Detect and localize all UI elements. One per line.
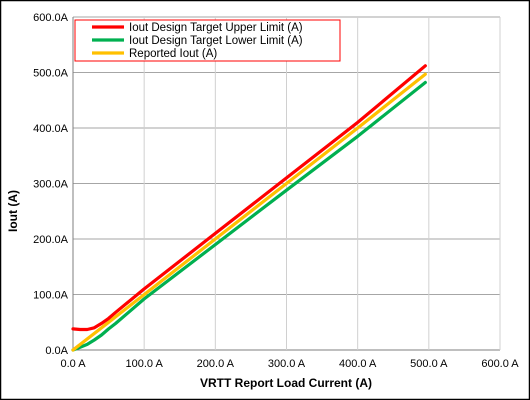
x-tick-label: 0.0 A bbox=[60, 358, 86, 370]
legend-label: Iout Design Target Upper Limit (A) bbox=[129, 22, 303, 34]
y-tick-label: 200.0A bbox=[33, 234, 69, 246]
legend: Iout Design Target Upper Limit (A)Iout D… bbox=[74, 19, 341, 62]
y-axis-title: Iout (A) bbox=[6, 190, 20, 232]
y-tick-label: 0.0A bbox=[45, 345, 68, 357]
y-tick-label: 300.0A bbox=[33, 179, 69, 191]
series-line-2 bbox=[71, 80, 427, 352]
y-tick-label: 600.0A bbox=[33, 12, 69, 24]
y-tick-label: 100.0A bbox=[33, 290, 69, 302]
x-tick-label: 100.0 A bbox=[126, 358, 164, 370]
series-line-1 bbox=[71, 64, 427, 332]
x-tick-label: 500.0 A bbox=[410, 358, 448, 370]
y-tick-label: 500.0A bbox=[33, 68, 69, 80]
legend-label: Reported Iout (A) bbox=[129, 48, 217, 60]
x-tick-label: 200.0 A bbox=[197, 358, 235, 370]
y-tick-label: 400.0A bbox=[33, 123, 69, 135]
x-tick-label: 300.0 A bbox=[268, 358, 306, 370]
x-tick-label: 400.0 A bbox=[339, 358, 377, 370]
x-tick-label: 600.0 A bbox=[481, 358, 519, 370]
series-line-3 bbox=[71, 72, 427, 352]
x-axis-title: VRTT Report Load Current (A) bbox=[200, 376, 372, 390]
legend-label: Iout Design Target Lower Limit (A) bbox=[129, 35, 303, 47]
